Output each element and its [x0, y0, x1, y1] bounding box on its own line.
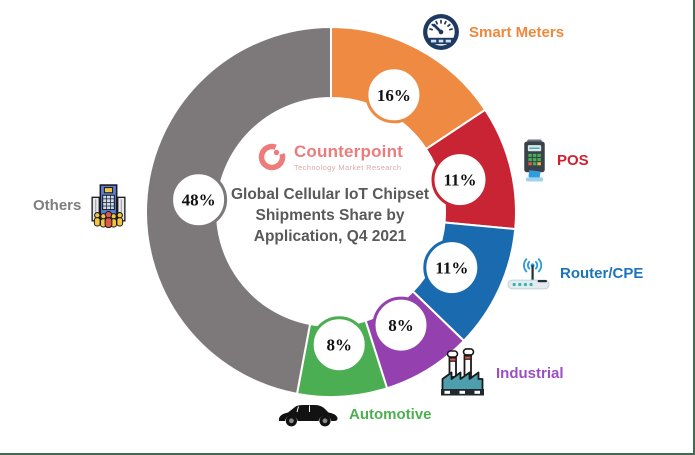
chart-title-line-2: Shipments Share by — [255, 207, 405, 224]
counterpoint-logo: Counterpoint Technology Market Research — [205, 140, 455, 174]
percent-label-automotive: 8% — [326, 336, 352, 355]
chart-title-line-3: Application, Q4 2021 — [253, 228, 407, 245]
legend-item-pos: POS — [521, 139, 589, 182]
legend-label-router-cpe: Router/CPE — [560, 265, 644, 282]
router-icon — [507, 258, 550, 290]
legend-item-industrial: Industrial — [438, 348, 564, 398]
chart-title-line-1: Global Cellular IoT Chipset — [230, 186, 430, 203]
legend-label-industrial: Industrial — [496, 364, 564, 382]
legend-label-smart-meters: Smart Meters — [469, 23, 565, 41]
percent-badge-router-cpe: 11% — [423, 239, 481, 297]
percent-badge-pos: 11% — [431, 151, 489, 209]
legend-item-smart-meters: Smart Meters — [422, 13, 564, 51]
percent-badge-smart-meters: 16% — [365, 66, 423, 124]
building-icon — [91, 184, 126, 228]
percent-label-industrial: 8% — [388, 316, 414, 335]
percent-label-others: 48% — [182, 191, 216, 210]
legend-label-pos: POS — [557, 152, 589, 169]
legend-item-automotive: Automotive — [276, 401, 432, 428]
car-icon — [278, 405, 338, 427]
factory-icon — [441, 348, 484, 396]
legend-label-automotive: Automotive — [349, 406, 432, 423]
smart-meter-gauge-icon — [423, 14, 459, 50]
legend-item-router-cpe: Router/CPE — [506, 256, 643, 291]
chart-center: Counterpoint Technology Market Research … — [205, 140, 455, 247]
legend-item-others: Others — [33, 183, 127, 228]
donut-segment-others — [145, 25, 332, 396]
logo-tagline: Technology Market Research — [293, 163, 402, 172]
counterpoint-logo-icon — [258, 143, 286, 171]
chart-title: Global Cellular IoT Chipset Shipments Sh… — [205, 184, 455, 247]
percent-label-router-cpe: 11% — [435, 259, 468, 278]
legend-label-others: Others — [33, 197, 82, 214]
pos-terminal-icon — [524, 139, 545, 182]
percent-badge-others: 48% — [170, 171, 228, 229]
percent-badge-industrial: 8% — [372, 296, 430, 354]
percent-badge-automotive: 8% — [310, 316, 368, 374]
percent-label-pos: 11% — [443, 171, 476, 190]
percent-label-smart-meters: 16% — [377, 86, 411, 105]
logo-name: Counterpoint — [293, 142, 404, 161]
